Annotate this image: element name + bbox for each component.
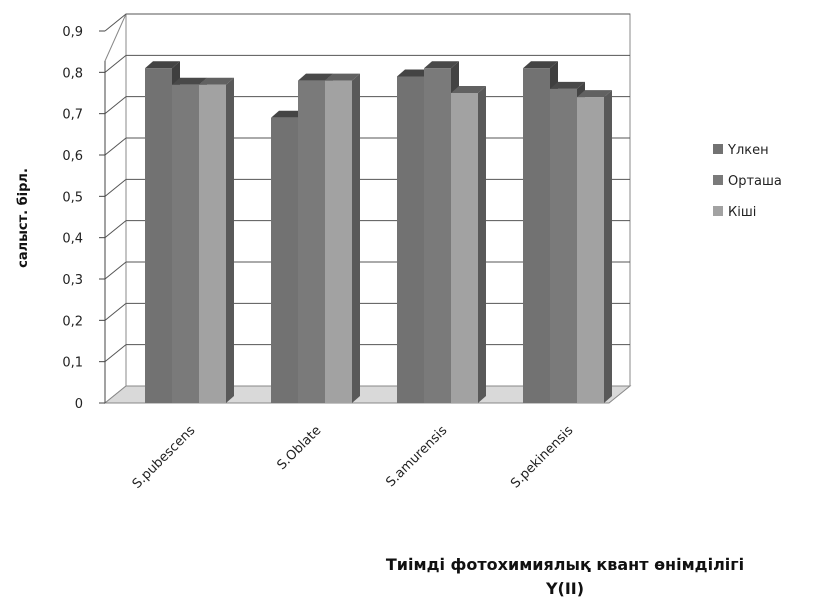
bar-front <box>172 84 199 403</box>
bar-front <box>523 68 550 403</box>
bar-top <box>271 110 306 118</box>
bar-top <box>172 77 207 85</box>
x-category-label: S.amurensis <box>383 423 450 490</box>
gridline-side <box>104 344 127 363</box>
bar-side <box>352 73 360 403</box>
y-tick-label: 0,6 <box>62 149 83 164</box>
legend-swatch <box>713 175 723 185</box>
legend-label: Үлкен <box>727 143 769 158</box>
bar-Кіші-S.Oblate <box>325 73 360 403</box>
gridline-side <box>104 178 127 197</box>
legend-label: Кіші <box>728 205 756 220</box>
legend: Үлкен Орташа Кіші <box>713 143 782 220</box>
x-axis-title-line1: Тиімді фотохимиялық квант өнімділігі <box>385 555 745 574</box>
bar-top <box>451 86 486 93</box>
bar-front <box>550 88 577 403</box>
gridline-side <box>104 302 127 321</box>
bar-front <box>424 68 451 403</box>
bar-side <box>478 86 486 403</box>
y-tick-label: 0,5 <box>62 190 83 205</box>
y-tick-label: 0,8 <box>62 66 83 81</box>
bar-top <box>577 90 612 98</box>
x-axis-title-line2: Y(II) <box>545 579 585 598</box>
y-tick-label: 0,7 <box>62 108 83 123</box>
bar-top <box>298 73 333 81</box>
bar-Кіші-S.pubescens <box>199 77 234 403</box>
y-tick-label: 0,9 <box>62 25 83 40</box>
bar-side <box>226 77 234 403</box>
y-tick-label: 0,3 <box>62 273 83 288</box>
x-category-label: S.pekinensis <box>508 423 576 491</box>
y-tick-label: 0 <box>75 397 83 412</box>
gridline-side <box>104 137 127 156</box>
gridline-side <box>104 220 127 239</box>
y-tick-label: 0,2 <box>62 314 83 329</box>
bar-Кіші-S.pekinensis <box>577 90 612 403</box>
x-axis-categories: S.pubescens S.Oblate S.amurensis S.pekinens… <box>130 423 577 492</box>
bar-Кіші-S.amurensis <box>451 86 486 403</box>
x-category-label: S.Oblate <box>274 423 324 473</box>
bar-front <box>397 76 424 403</box>
gridline-side <box>104 96 127 115</box>
gridline-side <box>104 13 127 32</box>
bar-front <box>199 84 226 403</box>
gridline-side <box>104 261 127 280</box>
y-axis-label: салыст. бірл. <box>16 168 31 268</box>
y-tick-label: 0,1 <box>62 356 83 371</box>
gridline-side <box>104 54 127 73</box>
legend-swatch <box>713 144 723 154</box>
legend-label: Орташа <box>728 174 782 189</box>
bar-front <box>298 80 325 403</box>
bar-top <box>199 77 234 85</box>
y-axis-ticks: 0 0,1 0,2 0,3 0,4 0,5 0,6 0,7 0,8 0,9 <box>62 25 106 412</box>
bar-top <box>325 73 360 81</box>
bar-top <box>397 69 432 77</box>
bar-front <box>577 97 604 403</box>
bars <box>145 61 612 404</box>
bar-front <box>145 68 172 403</box>
bar-front <box>325 80 352 403</box>
bar-side <box>604 90 612 403</box>
bar-top <box>523 61 558 69</box>
x-axis-title: Тиімді фотохимиялық квант өнімділігі Y(I… <box>300 553 815 601</box>
bar-front <box>451 93 478 403</box>
x-category-label: S.pubescens <box>130 423 199 492</box>
bar-front <box>271 117 298 404</box>
y-tick-label: 0,4 <box>62 232 83 247</box>
side-wall <box>104 13 127 405</box>
legend-swatch <box>713 206 723 216</box>
bar-top <box>424 61 459 69</box>
bar-top <box>550 81 585 89</box>
bar-top <box>145 61 180 69</box>
